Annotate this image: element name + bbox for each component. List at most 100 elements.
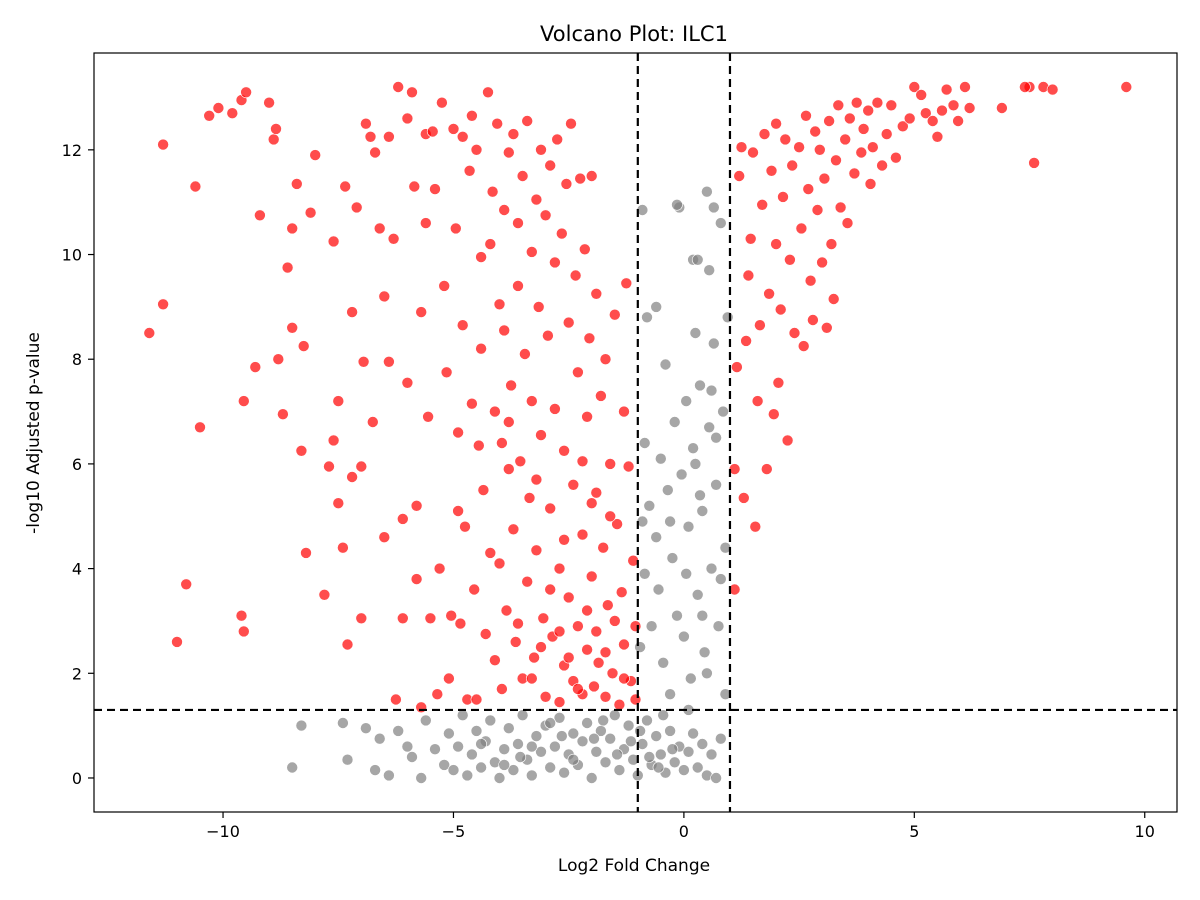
significant-gene-point <box>355 612 368 625</box>
significant-gene-point <box>618 638 630 651</box>
nonsignificant-gene-point <box>712 620 725 633</box>
significant-gene-point <box>521 115 534 127</box>
significant-gene-point <box>590 287 603 300</box>
significant-gene-point <box>463 165 476 177</box>
significant-gene-point <box>558 533 570 546</box>
nonsignificant-gene-point <box>703 264 716 277</box>
nonsignificant-gene-point <box>638 567 651 580</box>
significant-gene-point <box>572 366 584 379</box>
significant-gene-point <box>456 131 469 143</box>
nonsignificant-gene-point <box>525 740 538 753</box>
significant-gene-point <box>470 144 483 156</box>
significant-gene-point <box>777 191 789 203</box>
significant-gene-point <box>438 280 451 292</box>
significant-gene-point <box>189 180 202 193</box>
significant-gene-point <box>754 319 766 332</box>
nonsignificant-gene-point <box>668 756 681 769</box>
significant-gene-point <box>749 520 762 533</box>
significant-gene-point <box>592 656 605 669</box>
nonsignificant-gene-point <box>576 735 589 748</box>
significant-gene-point <box>364 131 377 143</box>
significant-gene-point <box>429 183 441 195</box>
nonsignificant-gene-point <box>710 478 722 491</box>
significant-gene-point <box>383 131 395 143</box>
x-axis-label: Log2 Fold Change <box>558 856 710 876</box>
nonsignificant-gene-point <box>581 717 593 729</box>
significant-gene-point <box>772 376 785 389</box>
nonsignificant-gene-point <box>443 727 455 740</box>
significant-gene-point <box>537 612 550 625</box>
nonsignificant-gene-point <box>567 753 580 766</box>
x-tick-label: 0 <box>679 822 689 841</box>
significant-gene-point <box>620 277 633 290</box>
nonsignificant-gene-point <box>694 489 706 502</box>
nonsignificant-gene-point <box>507 764 520 776</box>
significant-gene-point <box>581 643 593 656</box>
significant-gene-point <box>770 117 782 130</box>
significant-gene-point <box>629 693 642 706</box>
nonsignificant-gene-point <box>659 358 672 371</box>
nonsignificant-gene-point <box>691 253 704 266</box>
significant-gene-point <box>590 625 603 638</box>
nonsignificant-gene-point <box>657 709 670 722</box>
significant-gene-point <box>295 444 308 457</box>
nonsignificant-gene-point <box>652 761 665 774</box>
significant-gene-point <box>581 604 593 617</box>
significant-gene-point <box>424 612 437 625</box>
significant-gene-point <box>339 180 352 193</box>
significant-gene-point <box>770 238 782 250</box>
significant-gene-point <box>1019 81 1031 93</box>
nonsignificant-gene-point <box>703 421 716 434</box>
significant-gene-point <box>378 290 391 303</box>
significant-gene-point <box>800 110 812 122</box>
significant-gene-point <box>300 547 312 559</box>
significant-gene-point <box>952 115 964 127</box>
significant-gene-point <box>915 89 928 101</box>
significant-gene-point <box>512 280 524 292</box>
nonsignificant-gene-point <box>588 732 600 745</box>
nonsignificant-gene-point <box>641 714 653 727</box>
significant-gene-point <box>781 434 794 447</box>
significant-gene-point <box>332 395 345 407</box>
significant-gene-point <box>576 528 589 541</box>
significant-gene-point <box>604 458 617 470</box>
significant-gene-point <box>931 131 944 143</box>
x-tick-label: 10 <box>1135 822 1155 841</box>
significant-gene-point <box>562 316 575 329</box>
nonsignificant-gene-point <box>714 217 727 229</box>
significant-gene-point <box>767 408 780 421</box>
nonsignificant-gene-point <box>558 766 570 779</box>
significant-gene-point <box>479 628 492 640</box>
significant-gene-point <box>509 636 522 648</box>
nonsignificant-gene-point <box>714 573 727 585</box>
nonsignificant-gene-point <box>514 751 527 763</box>
significant-gene-point <box>549 256 561 269</box>
significant-gene-point <box>816 256 828 269</box>
nonsignificant-gene-point <box>429 743 441 756</box>
nonsignificant-gene-point <box>597 714 610 727</box>
significant-gene-point <box>535 641 547 653</box>
nonsignificant-gene-point <box>544 717 557 729</box>
nonsignificant-gene-point <box>664 688 676 701</box>
significant-gene-point <box>443 672 455 685</box>
nonsignificant-gene-point <box>470 725 483 737</box>
nonsignificant-gene-point <box>641 311 653 324</box>
significant-gene-point <box>539 690 552 703</box>
nonsignificant-gene-point <box>493 772 506 784</box>
significant-gene-point <box>760 463 773 475</box>
significant-gene-point <box>477 484 490 496</box>
nonsignificant-gene-point <box>466 748 478 761</box>
significant-gene-point <box>419 217 432 229</box>
nonsignificant-gene-point <box>698 646 711 659</box>
significant-gene-point <box>456 319 469 332</box>
significant-gene-point <box>811 204 824 216</box>
significant-gene-point <box>194 421 206 434</box>
significant-gene-point <box>567 478 580 491</box>
nonsignificant-gene-point <box>634 641 646 653</box>
significant-gene-point <box>396 612 409 625</box>
nonsignificant-gene-point <box>415 772 428 784</box>
nonsignificant-gene-point <box>650 531 663 544</box>
significant-gene-point <box>885 99 898 112</box>
significant-gene-point <box>468 583 481 596</box>
nonsignificant-gene-point <box>680 567 693 580</box>
